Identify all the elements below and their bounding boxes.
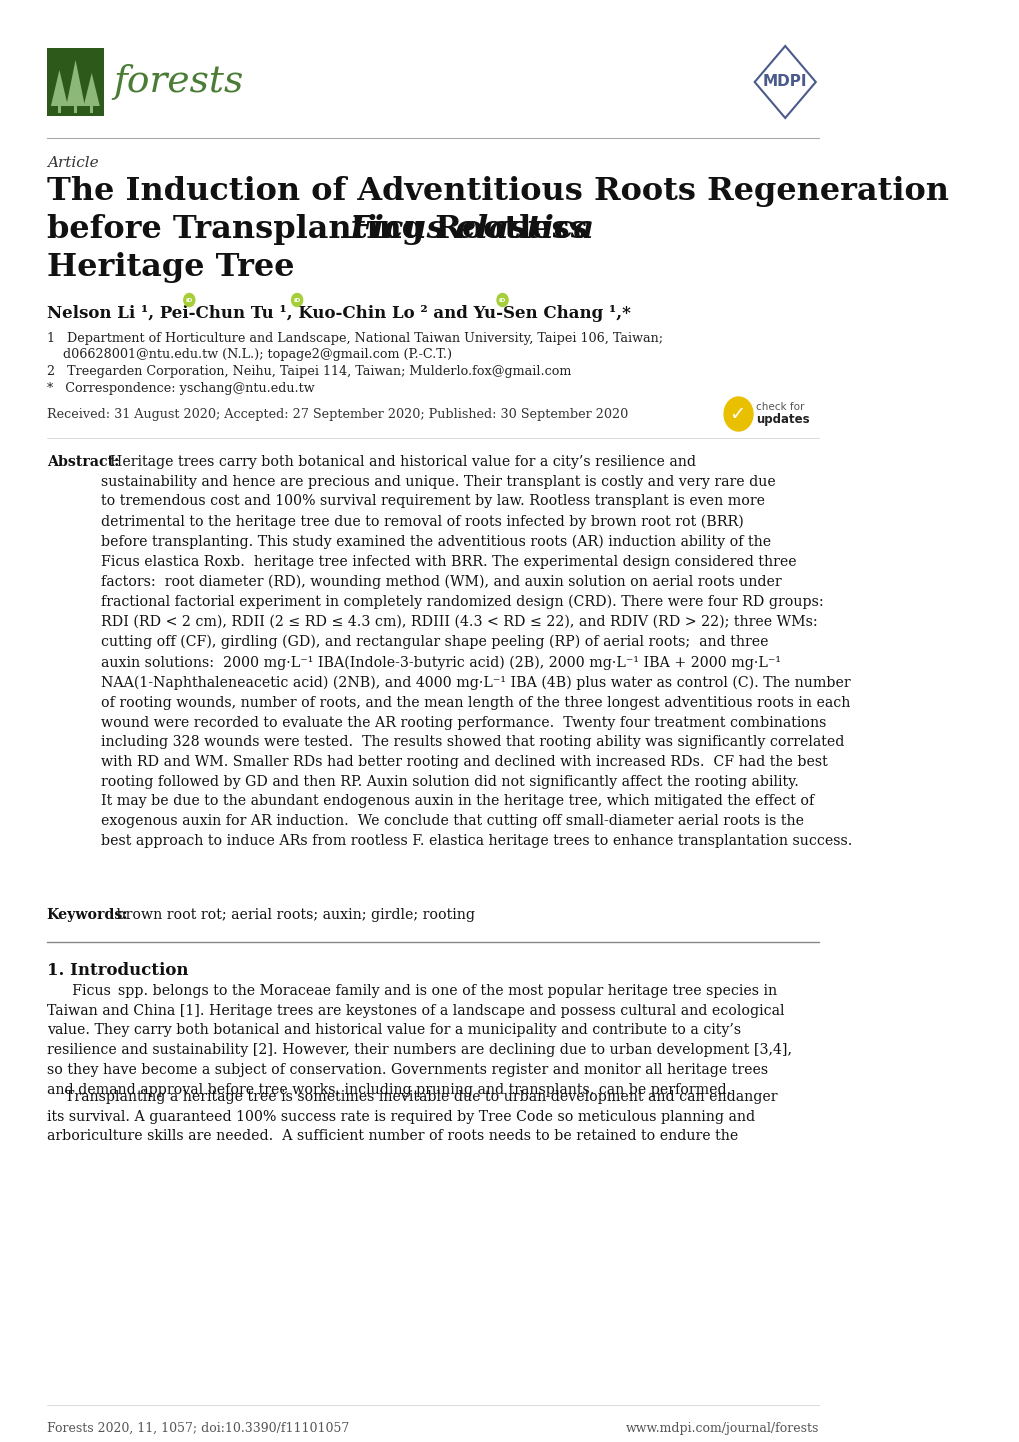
Polygon shape (66, 61, 85, 107)
Text: d06628001@ntu.edu.tw (N.L.); topage2@gmail.com (P.-C.T.): d06628001@ntu.edu.tw (N.L.); topage2@gma… (47, 348, 451, 360)
Text: Received: 31 August 2020; Accepted: 27 September 2020; Published: 30 September 2: Received: 31 August 2020; Accepted: 27 S… (47, 408, 628, 421)
Text: 1. Introduction: 1. Introduction (47, 962, 187, 979)
Bar (58, 104, 61, 112)
Text: before Transplanting Rootless: before Transplanting Rootless (47, 213, 598, 245)
Text: iD: iD (293, 297, 301, 303)
Circle shape (291, 294, 303, 307)
Text: forests: forests (113, 63, 243, 99)
Text: 1   Department of Horticulture and Landscape, National Taiwan University, Taipei: 1 Department of Horticulture and Landsca… (47, 332, 662, 345)
Polygon shape (51, 71, 68, 107)
Text: updates: updates (756, 412, 809, 425)
Text: Forests 2020, 11, 1057; doi:10.3390/f11101057: Forests 2020, 11, 1057; doi:10.3390/f111… (47, 1422, 348, 1435)
Polygon shape (84, 74, 100, 107)
Text: Ficus spp. belongs to the Moraceae family and is one of the most popular heritag: Ficus spp. belongs to the Moraceae famil… (47, 983, 791, 1096)
Circle shape (496, 294, 507, 307)
Text: Article: Article (47, 156, 98, 170)
Text: Ficus elastica: Ficus elastica (350, 213, 594, 245)
Text: *   Correspondence: yschang@ntu.edu.tw: * Correspondence: yschang@ntu.edu.tw (47, 382, 314, 395)
Text: Abstract:: Abstract: (47, 456, 119, 469)
Text: iD: iD (498, 297, 505, 303)
Circle shape (723, 397, 752, 431)
Text: brown root rot; aerial roots; auxin; girdle; rooting: brown root rot; aerial roots; auxin; gir… (112, 908, 475, 921)
Bar (73, 104, 77, 112)
Text: check for: check for (756, 402, 804, 412)
Text: MDPI: MDPI (762, 75, 807, 89)
Text: Transplanting a heritage tree is sometimes inevitable due to urban development a: Transplanting a heritage tree is sometim… (47, 1090, 776, 1144)
Text: The Induction of Adventitious Roots Regeneration: The Induction of Adventitious Roots Rege… (47, 176, 948, 208)
Text: Keywords:: Keywords: (47, 908, 128, 921)
Text: Heritage Tree: Heritage Tree (47, 252, 293, 283)
Text: Heritage trees carry both botanical and historical value for a city’s resilience: Heritage trees carry both botanical and … (101, 456, 852, 848)
Bar (90, 104, 93, 112)
Text: Nelson Li ¹, Pei-Chun Tu ¹, Kuo-Chin Lo ² and Yu-Sen Chang ¹,*: Nelson Li ¹, Pei-Chun Tu ¹, Kuo-Chin Lo … (47, 306, 630, 322)
Text: www.mdpi.com/journal/forests: www.mdpi.com/journal/forests (626, 1422, 818, 1435)
FancyBboxPatch shape (47, 48, 104, 115)
Circle shape (183, 294, 195, 307)
Text: ✓: ✓ (728, 405, 744, 424)
Text: 2   Treegarden Corporation, Neihu, Taipei 114, Taiwan; Mulderlo.fox@gmail.com: 2 Treegarden Corporation, Neihu, Taipei … (47, 365, 571, 378)
Polygon shape (754, 46, 815, 118)
Text: iD: iD (185, 297, 193, 303)
